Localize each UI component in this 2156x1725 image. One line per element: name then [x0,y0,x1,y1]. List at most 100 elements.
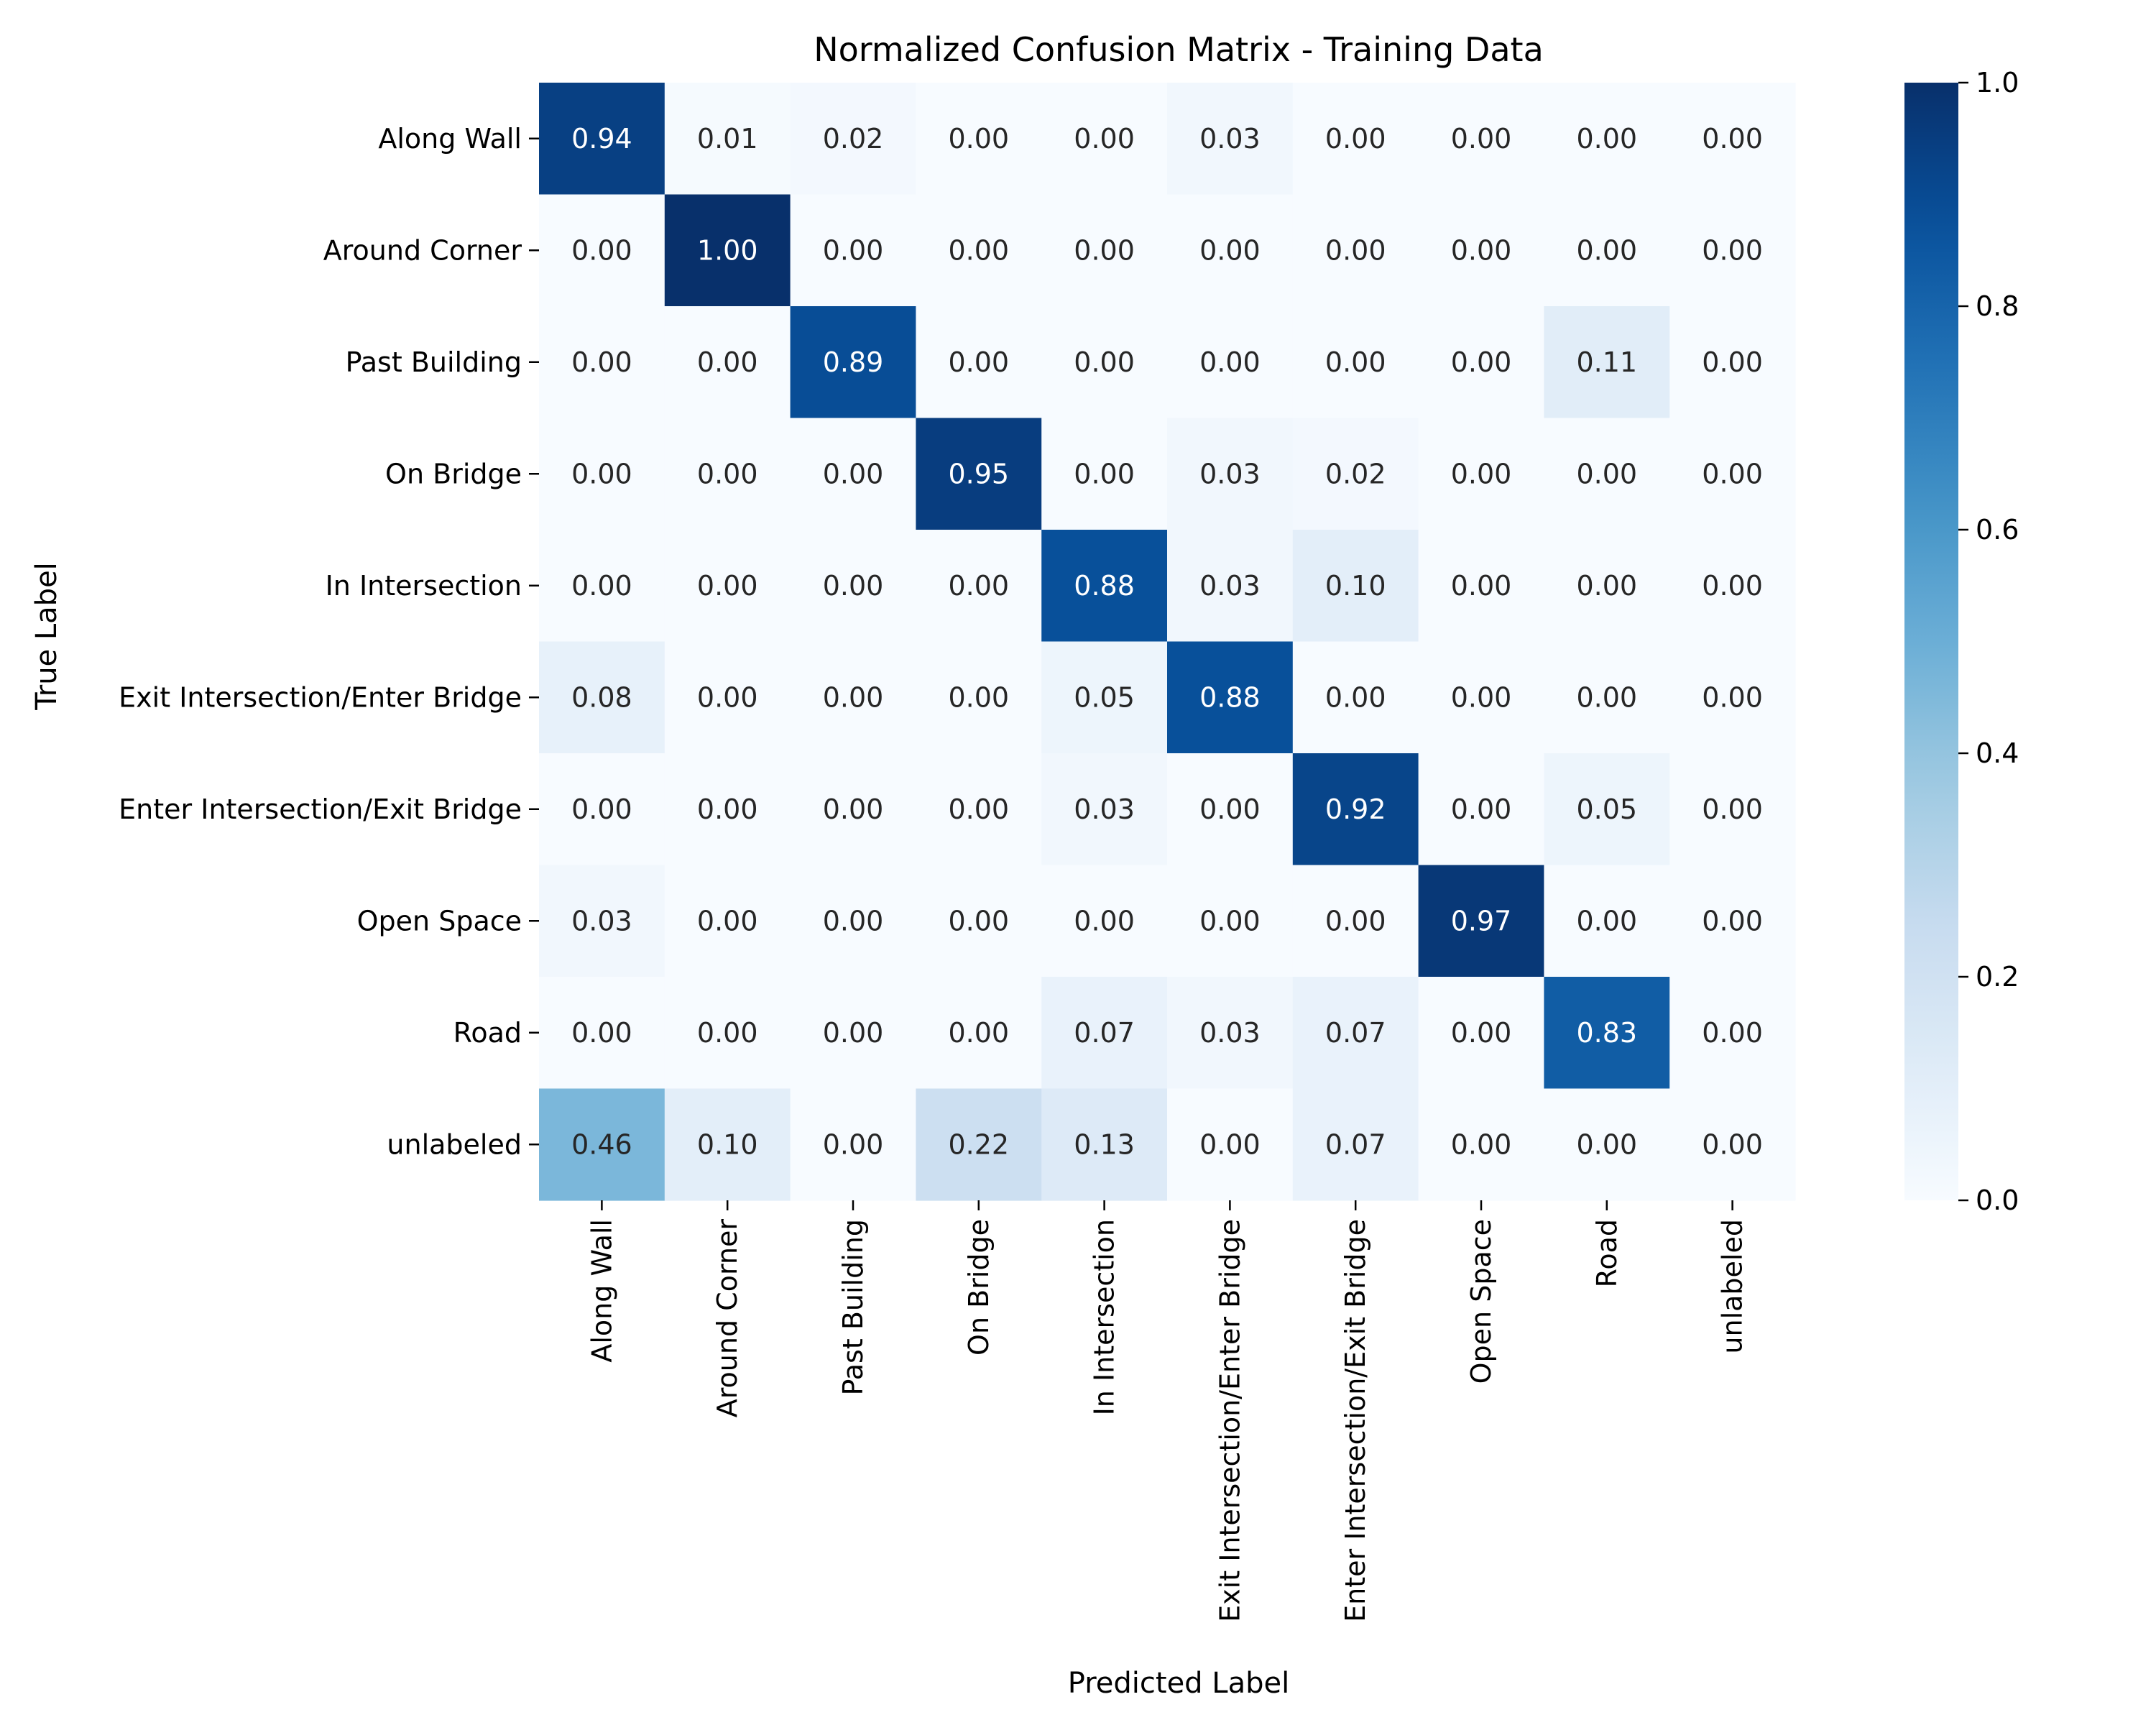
heatmap-cell [916,194,1042,307]
cell-value-label: 0.00 [1451,123,1512,155]
heatmap-cell [539,194,665,307]
cell-value-label: 0.00 [697,458,758,489]
cell-value-label: 0.00 [1451,1017,1512,1049]
heatmap-cell [916,1088,1042,1201]
heatmap-cell [916,977,1042,1090]
cell-value-label: 0.00 [823,794,884,825]
heatmap-cell [1544,753,1670,866]
heatmap-cell [1292,83,1419,196]
heatmap-cell [1418,418,1544,530]
heatmap-cell [1418,641,1544,754]
y-tick-label: unlabeled [387,1128,522,1160]
heatmap-cell [1669,753,1796,866]
chart-title: Normalized Confusion Matrix - Training D… [814,30,1544,69]
cell-value-label: 0.02 [823,123,884,155]
heatmap-cell [1041,194,1168,307]
cell-value-label: 0.00 [1451,234,1512,266]
heatmap-cell [539,641,665,754]
colorbar-tick-label: 1.0 [1976,67,2019,98]
heatmap-cell [916,641,1042,754]
heatmap-cell [1292,753,1419,866]
colorbar-tick-label: 0.6 [1976,514,2019,546]
cell-value-label: 0.00 [1199,234,1261,266]
heatmap-cell [1544,194,1670,307]
y-tick-label: Exit Intersection/Enter Bridge [119,681,522,713]
cell-value-label: 0.00 [1451,570,1512,602]
heatmap-cell [1669,194,1796,307]
cell-value-label: 0.88 [1199,681,1261,713]
y-tick-label: Around Corner [323,234,522,266]
cell-value-label: 0.00 [1702,234,1763,266]
cell-value-label: 0.00 [823,570,884,602]
y-axis-ticks: Along Wall Around Corner Past Building On B… [119,123,539,1160]
y-tick-label: Past Building [346,346,522,378]
heatmap-cell [1041,1088,1168,1201]
cell-value-label: 0.00 [948,681,1009,713]
heatmap-cell [539,753,665,866]
y-tick-label: In Intersection [326,570,522,602]
cell-value-label: 0.00 [1702,570,1763,602]
heatmap-cell [790,865,916,978]
x-tick-label: unlabeled [1717,1219,1749,1354]
cell-value-label: 0.00 [823,234,884,266]
heatmap-cell [1669,530,1796,643]
heatmap-cell [1292,641,1419,754]
x-axis-label: Predicted Label [1068,1667,1289,1700]
heatmap-cell [790,1088,916,1201]
cell-value-label: 0.10 [697,1128,758,1160]
cell-value-label: 0.00 [1325,905,1386,937]
cell-value-label: 0.05 [1576,794,1637,825]
heatmap-cell [1167,753,1294,866]
heatmap-cell [539,530,665,643]
heatmap-cell [1041,977,1168,1090]
x-tick-label: Exit Intersection/Enter Bridge [1214,1219,1245,1622]
heatmap-cell [1669,977,1796,1090]
cell-value-label: 0.00 [1576,458,1637,489]
heatmap-cell [664,306,791,419]
heatmap-cell [1544,306,1670,419]
heatmap-cell [664,753,791,866]
cell-value-label: 0.00 [1702,794,1763,825]
cell-value-label: 0.00 [1325,234,1386,266]
heatmap-cell [1167,530,1294,643]
cell-value-label: 0.00 [1702,681,1763,713]
cell-value-label: 0.00 [1702,1128,1763,1160]
cell-value-label: 0.00 [1074,234,1135,266]
heatmap-cell [664,418,791,530]
cell-value-label: 0.00 [1451,458,1512,489]
cell-value-label: 0.00 [1074,123,1135,155]
colorbar-tick-label: 0.8 [1976,290,2019,322]
heatmap-cell [539,865,665,978]
x-tick-label: In Intersection [1089,1219,1120,1415]
cell-value-label: 0.00 [1576,570,1637,602]
heatmap-cell [1292,418,1419,530]
heatmap-cell [1544,977,1670,1090]
heatmap-cell [1292,1088,1419,1201]
cell-value-label: 0.00 [697,794,758,825]
cell-value-label: 0.05 [1074,681,1135,713]
cell-value-label: 0.02 [1325,458,1386,489]
cell-value-label: 0.00 [1576,234,1637,266]
cell-value-label: 0.00 [1074,346,1135,378]
y-axis-label: True Label [30,562,63,711]
heatmap-cell [916,865,1042,978]
heatmap-cell [664,1088,791,1201]
cell-value-label: 0.03 [1199,123,1261,155]
cell-value-label: 0.00 [1074,458,1135,489]
cell-value-label: 0.00 [948,570,1009,602]
cell-value-label: 1.00 [697,234,758,266]
cell-value-label: 0.00 [1199,794,1261,825]
heatmap-cell [1544,418,1670,530]
heatmap-cell [790,753,916,866]
heatmap-cell [664,83,791,196]
colorbar-tick-label: 0.2 [1976,961,2019,993]
cell-value-label: 0.13 [1074,1128,1135,1160]
cell-value-label: 0.00 [948,794,1009,825]
x-tick-label: Road [1591,1219,1623,1287]
y-tick-label: Along Wall [378,123,522,155]
heatmap-cell [539,418,665,530]
heatmap-cell-labels: 0.94 0.01 0.02 0.00 0.00 0.03 0.00 0.00 0.00 0.00… [571,123,1763,1161]
x-axis-ticks: Along Wall Around Corner Past Building On B… [586,1200,1749,1622]
heatmap-cell [1418,865,1544,978]
cell-value-label: 0.03 [571,905,632,937]
